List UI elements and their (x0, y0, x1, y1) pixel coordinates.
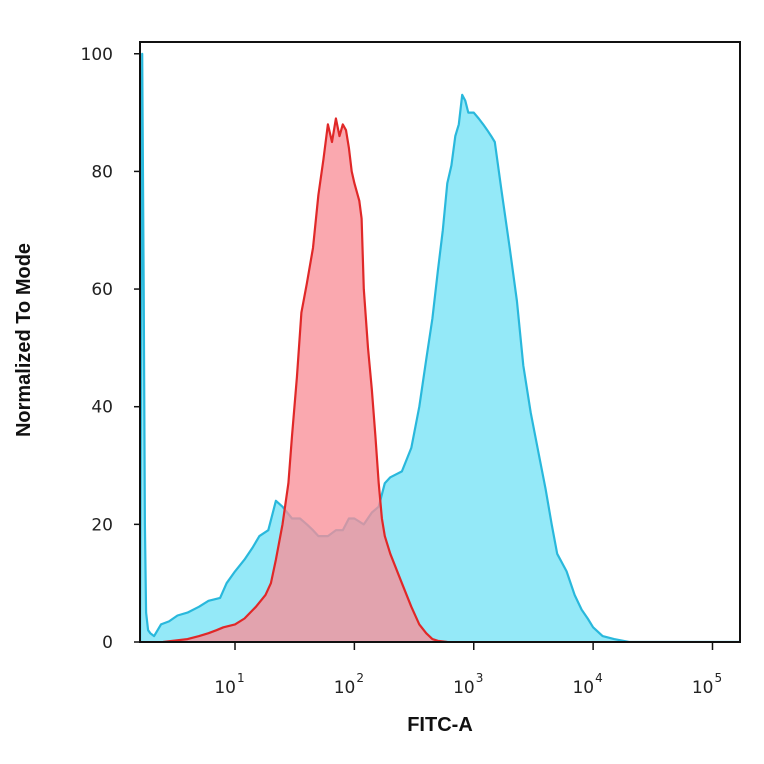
y-tick-label: 0 (102, 633, 113, 653)
x-tick-label-base: 10 (572, 678, 594, 698)
y-tick-label: 60 (91, 280, 113, 300)
y-axis-ticks: 0 20 40 60 80 100 (81, 45, 140, 653)
x-tick-label-exponent: 2 (356, 671, 364, 685)
cyan-histogram-line (140, 52, 740, 642)
plot-frame (139, 41, 741, 643)
y-tick-label: 20 (91, 515, 113, 535)
x-tick-label-base: 10 (334, 678, 356, 698)
x-tick-label-exponent: 4 (595, 671, 603, 685)
y-tick-label: 80 (91, 162, 113, 182)
x-tick-label-exponent: 3 (476, 671, 484, 685)
y-axis-title: Normalized To Mode (13, 243, 35, 437)
red-histogram-line (162, 117, 448, 642)
x-tick-label-exponent: 5 (714, 671, 722, 685)
y-tick-label: 40 (91, 398, 113, 418)
x-axis-title: FITC-A (407, 714, 473, 736)
red-histogram-fill (163, 118, 448, 642)
x-tick-label-exponent: 1 (237, 671, 245, 685)
x-tick-label-base: 10 (214, 678, 236, 698)
y-tick-label: 100 (81, 45, 113, 65)
series-layer (140, 52, 740, 642)
cyan-histogram-fill (140, 53, 740, 642)
x-axis-ticks: 10 1 10 2 10 3 10 4 10 5 (214, 642, 722, 698)
x-tick-label-base: 10 (453, 678, 475, 698)
x-tick-label-base: 10 (692, 678, 714, 698)
